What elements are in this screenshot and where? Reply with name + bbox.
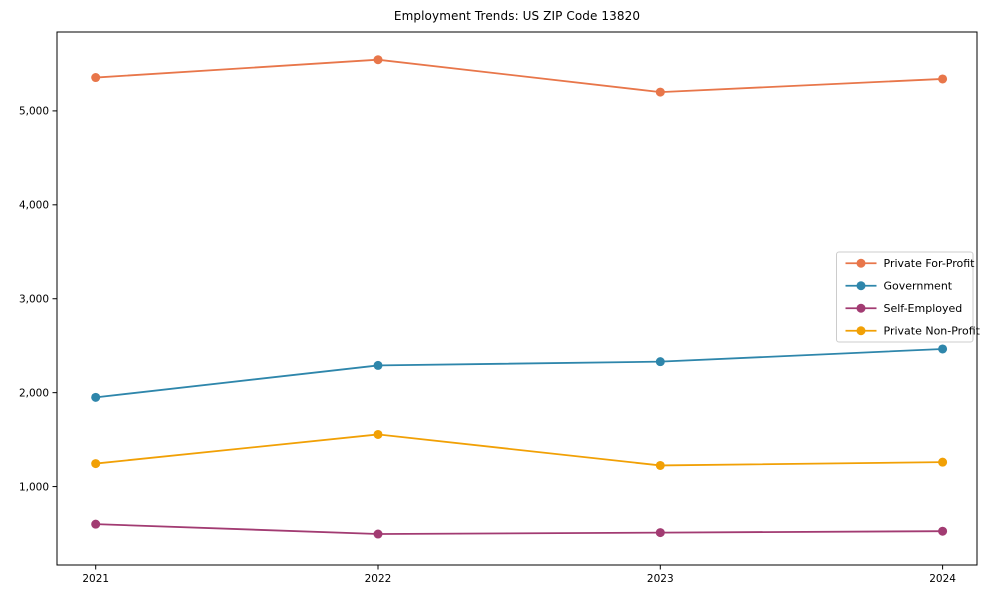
series-line — [95, 348, 943, 399]
legend-marker-icon — [856, 281, 866, 291]
data-point-marker — [373, 529, 383, 539]
x-axis-tick-label: 2022 — [365, 573, 392, 585]
legend-item-label: Self-Employed — [884, 302, 963, 315]
data-point-marker — [91, 459, 101, 469]
legend-item: Private Non-Profit — [845, 325, 981, 338]
data-point-marker — [655, 460, 665, 470]
legend-marker-icon — [856, 258, 866, 268]
legend-item-label: Private Non-Profit — [884, 325, 981, 338]
data-point-marker — [91, 73, 101, 83]
chart-title: Employment Trends: US ZIP Code 13820 — [393, 9, 641, 23]
y-axis-tick-label: 2,000 — [19, 387, 49, 399]
data-point-marker — [373, 429, 383, 439]
data-point-marker — [938, 344, 948, 354]
legend-box — [836, 251, 974, 343]
y-axis-tick-label: 1,000 — [19, 481, 49, 493]
y-axis-tick-label: 4,000 — [19, 200, 49, 212]
x-axis-tick-label: 2021 — [82, 573, 109, 585]
series-line — [95, 58, 943, 94]
data-point-marker — [655, 528, 665, 538]
data-point-marker — [91, 519, 101, 529]
legend-marker-icon — [856, 326, 866, 336]
legend-item: Self-Employed — [845, 302, 963, 315]
data-point-marker — [373, 360, 383, 370]
legend-item: Government — [845, 280, 953, 293]
x-axis-tick-label: 2023 — [647, 573, 674, 585]
y-axis-tick-label: 5,000 — [19, 106, 49, 118]
x-axis-tick-label: 2024 — [929, 573, 956, 585]
series-line — [95, 433, 943, 467]
data-point-marker — [655, 87, 665, 97]
data-point-marker — [938, 457, 948, 467]
y-axis-tick-label: 3,000 — [19, 293, 49, 305]
legend-item-label: Government — [884, 280, 953, 293]
data-point-marker — [938, 74, 948, 84]
legend-marker-icon — [856, 303, 866, 313]
legend-item: Private For-Profit — [845, 257, 976, 270]
legend-item-label: Private For-Profit — [884, 257, 976, 270]
data-point-marker — [91, 392, 101, 402]
data-point-marker — [655, 357, 665, 367]
data-point-marker — [938, 526, 948, 536]
series-line — [95, 523, 943, 535]
data-point-marker — [373, 55, 383, 65]
legend: Private For-Profit Government Self-Employe… — [836, 251, 981, 343]
